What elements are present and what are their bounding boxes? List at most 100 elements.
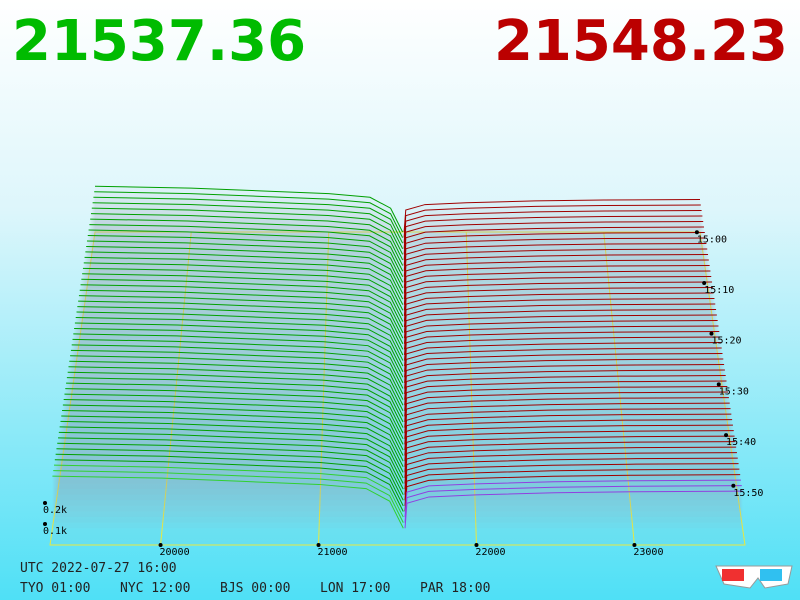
depth-fill xyxy=(82,273,403,322)
depth-line xyxy=(59,426,404,479)
depth-line xyxy=(73,333,404,384)
grid-line xyxy=(465,231,477,546)
depth-line xyxy=(403,303,716,339)
depth-line xyxy=(68,366,404,417)
depth-line xyxy=(403,226,705,260)
depth-line xyxy=(54,464,404,518)
depth-line xyxy=(60,420,404,473)
depth-line xyxy=(76,311,404,361)
depth-line xyxy=(403,276,712,311)
depth-line xyxy=(80,284,404,333)
depth-line xyxy=(82,273,404,322)
utc-time: UTC 2022-07-27 16:00 xyxy=(20,561,177,576)
depth-line xyxy=(404,435,735,473)
depth-line xyxy=(63,399,404,451)
depth-line xyxy=(403,309,717,344)
depth-line xyxy=(403,220,704,255)
depth-line xyxy=(403,248,708,283)
depth-line xyxy=(404,325,719,361)
depth-line xyxy=(403,198,701,233)
depth-line xyxy=(62,404,404,456)
depth-tick xyxy=(43,522,47,526)
depth-fill xyxy=(53,470,404,523)
depth-line xyxy=(404,336,721,372)
depth-line xyxy=(404,463,739,501)
depth-line xyxy=(84,256,404,305)
depth-line xyxy=(56,448,404,501)
depth-line xyxy=(78,300,404,350)
time-label: 15:10 xyxy=(704,285,734,296)
depth-fill xyxy=(81,279,403,328)
depth-line xyxy=(90,218,404,266)
depth-line xyxy=(88,229,404,277)
depth-line xyxy=(404,364,725,400)
depth-line xyxy=(54,459,404,512)
depth-line xyxy=(70,355,404,406)
x-tick xyxy=(474,543,479,547)
depth-line xyxy=(404,342,721,378)
depth-line xyxy=(403,320,718,356)
depth-line xyxy=(404,430,734,467)
x-tick xyxy=(316,543,321,547)
depth-line xyxy=(82,267,404,317)
depth-line xyxy=(404,457,738,495)
depth-line xyxy=(93,196,404,244)
x-tick-label: 22000 xyxy=(475,547,505,558)
grid-line xyxy=(160,231,192,546)
depth-line xyxy=(404,408,731,445)
depth-line xyxy=(403,264,710,300)
depth-line xyxy=(74,327,404,378)
depth-line xyxy=(55,453,404,507)
grid-line xyxy=(603,231,635,546)
depth-line xyxy=(91,207,404,255)
depth-line xyxy=(67,371,404,423)
depth-fill xyxy=(82,268,403,316)
glasses-icon xyxy=(715,565,793,589)
depth-line xyxy=(404,441,736,478)
depth-line xyxy=(404,479,741,518)
depth-line xyxy=(87,235,404,283)
depth-line xyxy=(69,360,404,412)
depth-line xyxy=(403,281,713,316)
depth-line xyxy=(89,224,404,272)
depth-fill xyxy=(405,491,743,529)
depth-line xyxy=(403,270,711,305)
depth-line xyxy=(404,353,723,389)
depth-fill xyxy=(52,476,404,529)
depth-line xyxy=(72,338,404,389)
depth-line xyxy=(404,397,729,434)
depth-tick xyxy=(43,501,47,505)
depth-line xyxy=(64,393,404,445)
x-tick xyxy=(632,543,637,547)
zone-time: PAR 18:00 xyxy=(420,581,490,596)
depth-line xyxy=(65,388,404,440)
plot: 20000 21000 22000 23000 15:00 15:10 15:20 15:30… xyxy=(43,185,763,558)
depth-line xyxy=(404,369,725,406)
depth-line xyxy=(61,415,404,467)
time-label: 15:30 xyxy=(719,386,749,397)
depth-line xyxy=(62,409,404,462)
time-label: 15:00 xyxy=(697,234,727,245)
depth-line xyxy=(92,202,404,249)
time-tick xyxy=(716,382,721,387)
depth-fill xyxy=(80,284,403,333)
depth-line xyxy=(404,446,737,484)
depth-line xyxy=(404,468,740,506)
depth-line xyxy=(75,317,404,367)
depth-line xyxy=(404,402,730,439)
depth-line xyxy=(70,349,404,400)
bid-price: 21537.36 xyxy=(12,9,306,74)
depth-tick-label: 0.2k xyxy=(43,505,67,516)
time-tick xyxy=(724,433,729,438)
depth-line xyxy=(403,259,709,294)
depth-line xyxy=(403,204,701,238)
depth-line xyxy=(53,470,404,523)
depth-line xyxy=(404,347,722,383)
depth-line xyxy=(58,431,404,484)
time-label: 15:20 xyxy=(711,336,741,347)
depth-line xyxy=(404,358,724,395)
grid-line xyxy=(318,231,330,546)
depth-line xyxy=(403,242,707,277)
depth-line xyxy=(94,185,404,233)
